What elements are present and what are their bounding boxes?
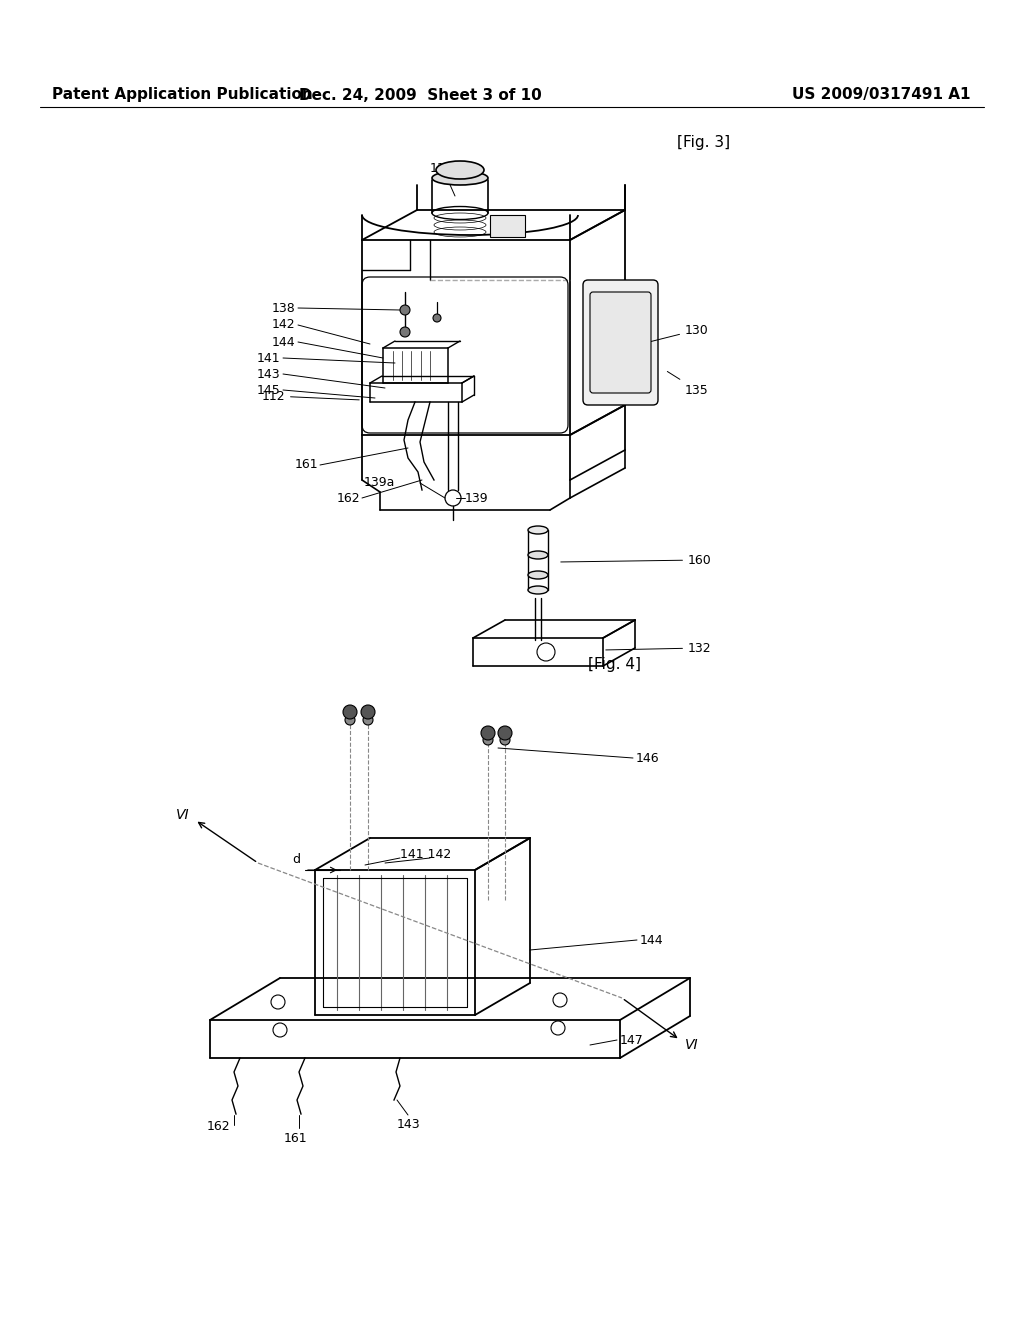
Text: 132: 132 [606, 642, 712, 655]
Text: 139a: 139a [364, 477, 395, 490]
Ellipse shape [528, 525, 548, 535]
Circle shape [498, 726, 512, 741]
Text: VI: VI [176, 808, 190, 822]
FancyBboxPatch shape [590, 292, 651, 393]
Text: 162: 162 [206, 1119, 229, 1133]
Circle shape [500, 735, 510, 744]
Circle shape [345, 715, 355, 725]
Text: 162: 162 [336, 491, 360, 504]
Text: [Fig. 4]: [Fig. 4] [588, 657, 640, 672]
Ellipse shape [528, 572, 548, 579]
Text: 139: 139 [465, 491, 488, 504]
Text: 143: 143 [256, 367, 280, 380]
Text: 110a: 110a [430, 162, 462, 176]
Text: 144: 144 [271, 335, 295, 348]
Text: 145: 145 [256, 384, 280, 396]
Text: 135: 135 [668, 371, 709, 396]
Text: 147: 147 [620, 1034, 644, 1047]
Text: 146: 146 [636, 751, 659, 764]
Text: [Fig. 3]: [Fig. 3] [678, 136, 730, 150]
Text: d: d [292, 853, 300, 866]
Text: Dec. 24, 2009  Sheet 3 of 10: Dec. 24, 2009 Sheet 3 of 10 [299, 87, 542, 103]
Text: 141 142: 141 142 [400, 849, 452, 862]
Text: US 2009/0317491 A1: US 2009/0317491 A1 [792, 87, 970, 103]
Text: 141: 141 [256, 351, 280, 364]
Circle shape [481, 726, 495, 741]
Circle shape [433, 314, 441, 322]
Text: VI: VI [685, 1038, 698, 1052]
Circle shape [483, 735, 493, 744]
Circle shape [400, 305, 410, 315]
Circle shape [362, 715, 373, 725]
Text: 143: 143 [396, 1118, 420, 1131]
Text: 161: 161 [294, 458, 318, 471]
Text: 138: 138 [271, 301, 295, 314]
Text: Patent Application Publication: Patent Application Publication [52, 87, 312, 103]
FancyBboxPatch shape [583, 280, 658, 405]
Circle shape [400, 327, 410, 337]
Ellipse shape [528, 550, 548, 558]
FancyBboxPatch shape [490, 215, 525, 238]
Text: 160: 160 [561, 553, 712, 566]
Circle shape [343, 705, 357, 719]
Ellipse shape [436, 161, 484, 180]
Text: 144: 144 [640, 933, 664, 946]
Ellipse shape [432, 172, 488, 185]
Text: 161: 161 [284, 1133, 307, 1144]
Text: 142: 142 [271, 318, 295, 331]
Ellipse shape [528, 586, 548, 594]
Text: 112: 112 [261, 389, 359, 403]
Text: 130: 130 [628, 323, 709, 347]
Circle shape [361, 705, 375, 719]
